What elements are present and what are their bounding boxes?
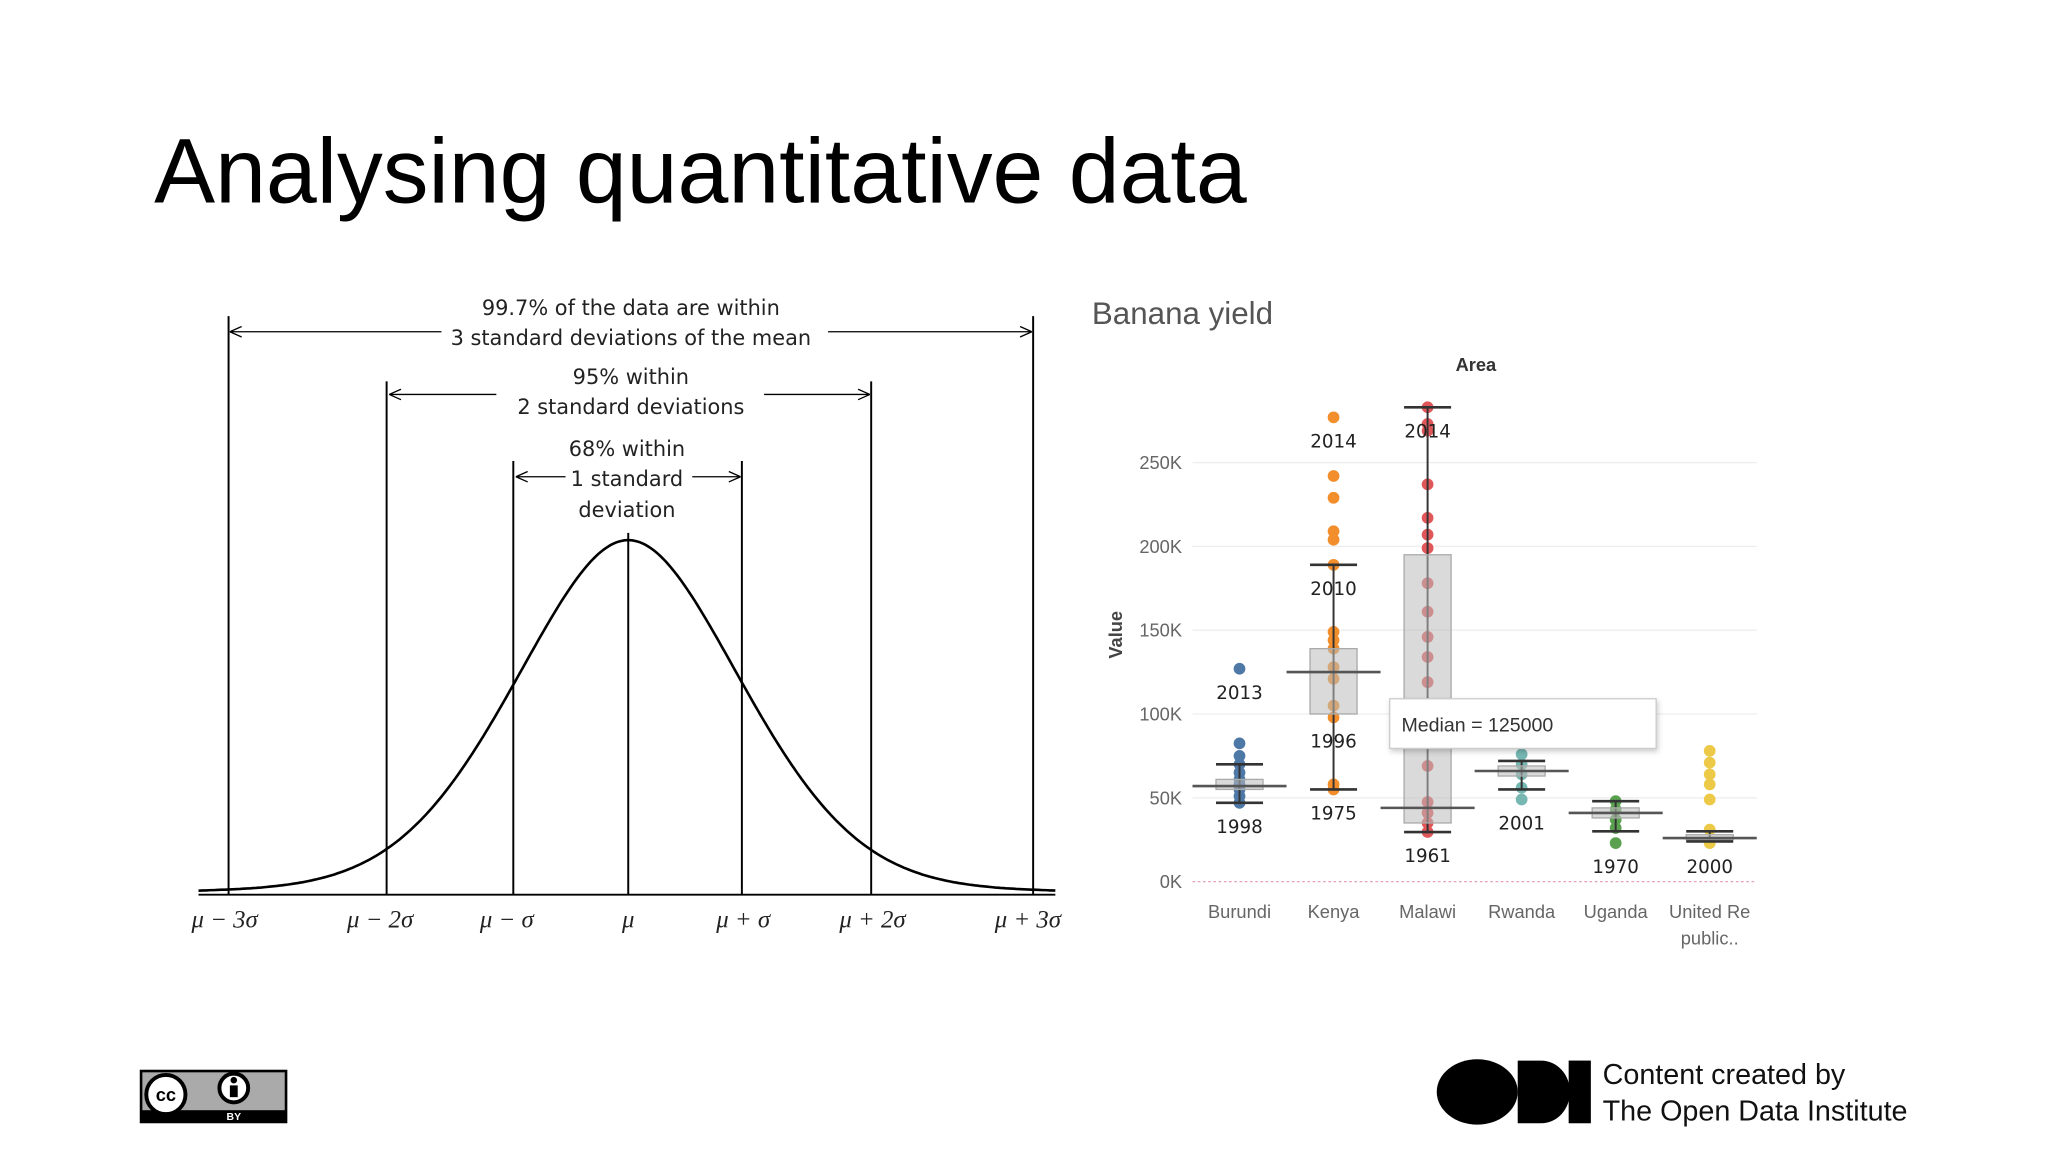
cc-badge: cc BY: [139, 1069, 288, 1124]
point-label: 2014: [1404, 421, 1451, 442]
y-axis-label: Value: [1105, 611, 1126, 659]
x-label: μ + σ: [715, 906, 772, 933]
point: [1327, 470, 1340, 482]
x-label: μ − 2σ: [346, 906, 415, 933]
y-tick-label: 200K: [1139, 536, 1182, 557]
point: [1515, 793, 1528, 806]
point: [1703, 745, 1716, 757]
x-label: μ: [621, 906, 634, 933]
annotation: 68% within: [569, 437, 685, 461]
point: [1609, 837, 1622, 849]
chart-title: Banana yield: [1092, 296, 1273, 331]
tooltip-text: Median = 125000: [1401, 714, 1553, 736]
y-tick-label: 250K: [1139, 452, 1182, 473]
point-label: 1970: [1592, 857, 1639, 878]
x-tick-label: Uganda: [1583, 901, 1648, 923]
point: [1233, 737, 1246, 750]
normal-diagram: [198, 316, 1056, 896]
x-tick-label-box: Burundi: [1207, 901, 1272, 923]
point: [1703, 778, 1716, 791]
credit: The Open Data Institute: [1603, 1096, 1908, 1128]
point-label: 1961: [1404, 846, 1451, 867]
tooltip-box: [1389, 698, 1657, 750]
x-tick-label: Burundi: [1207, 901, 1272, 923]
point: [1703, 756, 1716, 769]
point: [1327, 491, 1340, 504]
y-tick-label: 150K: [1139, 620, 1182, 641]
slide-title: Analysing quantitative data: [154, 120, 1247, 222]
y-tick-label: 100K: [1139, 704, 1182, 725]
credit: Content created by: [1603, 1059, 1846, 1091]
point: [1703, 768, 1716, 781]
point-label: 2000: [1686, 857, 1733, 878]
point-label: 1996: [1310, 731, 1357, 752]
x-tick-label: Rwanda: [1488, 901, 1556, 923]
odi-logo: [1436, 1059, 1591, 1125]
x-label: μ + 2σ: [838, 906, 907, 933]
point: [1515, 748, 1528, 761]
normal-curve: [198, 538, 1056, 892]
x-label: μ + 3σ: [994, 906, 1063, 933]
point: [1233, 750, 1246, 762]
annotation: 95% within: [573, 365, 689, 389]
cc-label: cc: [156, 1084, 176, 1105]
point-label: 2014: [1310, 431, 1357, 452]
x-tick-label-box: Uganda: [1583, 901, 1648, 923]
point-label: 2010: [1310, 579, 1357, 600]
annotation: 3 standard deviations of the mean: [451, 326, 812, 350]
x-label: μ − σ: [479, 906, 536, 933]
by-label: BY: [227, 1112, 242, 1123]
x-tick-label-box: Rwanda: [1488, 901, 1556, 923]
x-tick-label: United Republic..: [1669, 901, 1751, 949]
point: [1703, 793, 1716, 806]
x-tick-label-box: Malawi: [1399, 901, 1457, 923]
annotation: 2 standard deviations: [517, 395, 744, 419]
point: [1327, 525, 1340, 538]
annotation: 99.7% of the data are within: [482, 296, 780, 320]
x-tick-label-box: Kenya: [1307, 901, 1360, 923]
x-tick-label: Malawi: [1399, 901, 1457, 923]
annotation: 1 standard: [571, 467, 684, 491]
box: [1403, 554, 1452, 824]
point-label: 2001: [1498, 814, 1545, 835]
arrows: [229, 325, 1033, 483]
box: [1309, 647, 1358, 715]
x-tick-label-box: United Republic..: [1669, 901, 1751, 949]
y-tick-label: 50K: [1150, 787, 1183, 808]
point-label: 1975: [1310, 803, 1357, 824]
column-header: Area: [1456, 354, 1497, 375]
point-label: 2013: [1216, 683, 1263, 704]
point: [1233, 662, 1246, 675]
x-tick-label: Kenya: [1307, 901, 1360, 923]
annotation: deviation: [578, 498, 675, 522]
y-tick-label: 0K: [1160, 871, 1182, 892]
point: [1327, 533, 1340, 546]
point: [1327, 411, 1340, 424]
point-label: 1998: [1216, 817, 1263, 838]
x-label: μ − 3σ: [191, 906, 260, 933]
box: [1215, 778, 1264, 791]
